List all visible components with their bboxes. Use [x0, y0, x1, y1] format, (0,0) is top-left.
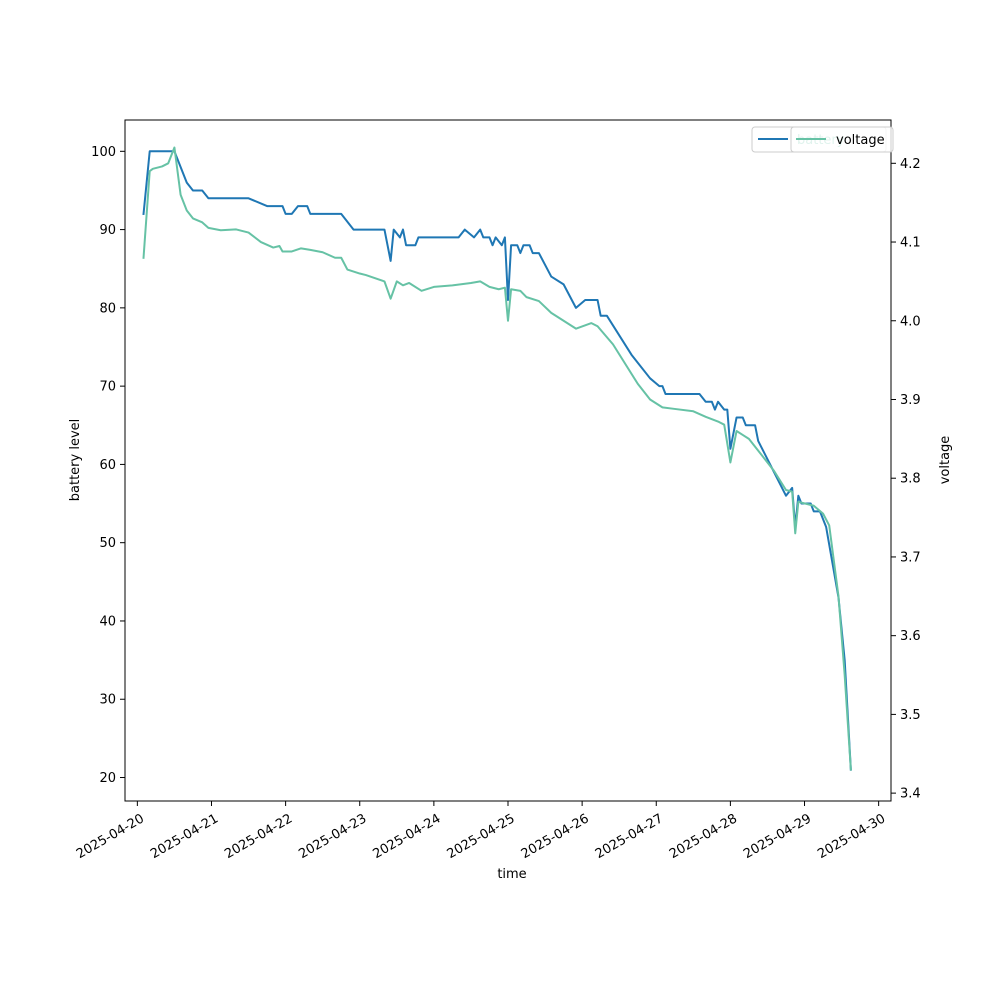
- x-axis-title: time: [497, 867, 526, 882]
- y-right-tick-label: 3.4: [900, 787, 921, 802]
- series-line-battery: [142, 150, 852, 771]
- y-left-tick-label: 80: [99, 301, 116, 316]
- legend-voltage-label: voltage: [836, 133, 885, 148]
- series-layer: [142, 146, 852, 771]
- series-line-voltage: [142, 146, 852, 771]
- y-left-tick-label: 20: [99, 771, 116, 786]
- y-right-tick-label: 4.1: [900, 236, 921, 251]
- y-right-tick-label: 3.8: [900, 472, 921, 487]
- y-right-tick-label: 3.6: [900, 629, 921, 644]
- y-right-tick-label: 4.2: [900, 157, 921, 172]
- y-left-tick-label: 70: [99, 380, 116, 395]
- y-axis-left: 20 30 40 50 60 70 80 90 100: [91, 145, 125, 786]
- y-axis-right-title: voltage: [938, 436, 953, 485]
- y-axis-right: 3.4 3.5 3.6 3.7 3.8 3.9 4.0 4.1 4.2: [891, 157, 921, 802]
- y-left-tick-label: 40: [99, 614, 116, 629]
- y-right-tick-label: 3.7: [900, 550, 921, 565]
- y-left-tick-label: 90: [99, 223, 116, 238]
- y-right-tick-label: 3.9: [900, 393, 921, 408]
- y-left-tick-label: 100: [91, 145, 116, 160]
- y-right-tick-label: 4.0: [900, 314, 921, 329]
- y-axis-left-title: battery level: [68, 419, 83, 502]
- legend-voltage: voltage: [790, 126, 894, 153]
- y-left-tick-label: 50: [99, 536, 116, 551]
- legend-voltage-frame: [790, 126, 894, 153]
- y-right-tick-label: 3.5: [900, 708, 921, 723]
- y-left-tick-label: 60: [99, 458, 116, 473]
- y-left-tick-label: 30: [99, 693, 116, 708]
